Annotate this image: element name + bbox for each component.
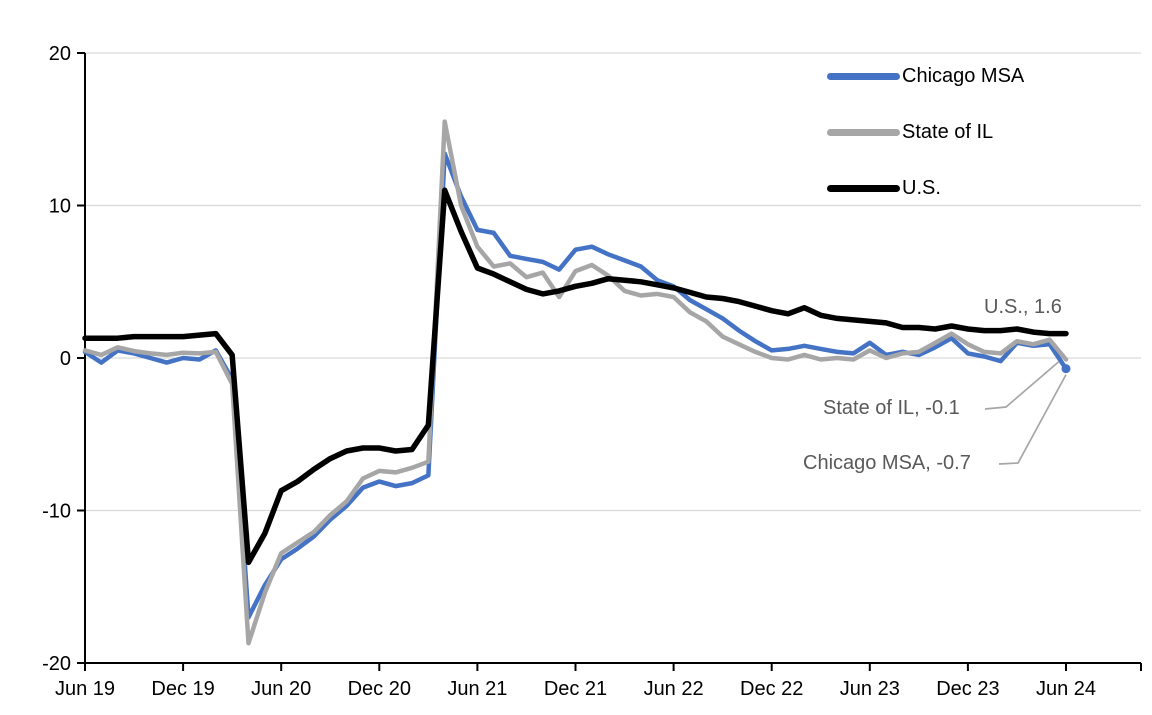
svg-text:-20: -20 [42, 653, 71, 675]
svg-text:Jun 20: Jun 20 [251, 678, 311, 700]
legend-label-us: U.S. [902, 176, 941, 199]
svg-text:Dec 23: Dec 23 [936, 678, 999, 700]
state-of-il-line-swatch [827, 128, 900, 136]
legend-item-chicago-msa: Chicago MSA [827, 62, 1024, 90]
svg-text:Jun 19: Jun 19 [55, 678, 115, 700]
svg-text:0: 0 [60, 348, 71, 370]
legend-label-state-of-il: State of IL [902, 120, 994, 143]
svg-text:-10: -10 [42, 501, 71, 523]
annotation-chicago-msa-end-value: Chicago MSA, -0.7 [803, 452, 971, 474]
annotation-us-end-value: U.S., 1.6 [984, 296, 1062, 318]
svg-text:Jun 23: Jun 23 [840, 678, 900, 700]
svg-text:10: 10 [49, 196, 71, 218]
legend: Chicago MSA State of IL U.S. [827, 62, 1024, 230]
svg-text:Jun 22: Jun 22 [644, 678, 704, 700]
legend-item-us: U.S. [827, 174, 1024, 202]
svg-text:Dec 20: Dec 20 [348, 678, 411, 700]
legend-item-state-of-il: State of IL [827, 118, 1024, 146]
svg-text:Dec 21: Dec 21 [544, 678, 607, 700]
annotation-state-of-il-end-value: State of IL, -0.1 [823, 397, 960, 419]
svg-text:Dec 22: Dec 22 [740, 678, 803, 700]
us-line-swatch [827, 184, 900, 192]
svg-text:Jun 24: Jun 24 [1036, 678, 1096, 700]
legend-label-chicago-msa: Chicago MSA [902, 64, 1025, 87]
svg-text:Dec 19: Dec 19 [151, 678, 214, 700]
chicago-msa-line-swatch [827, 72, 900, 80]
svg-text:20: 20 [49, 43, 71, 65]
svg-text:Jun 21: Jun 21 [447, 678, 507, 700]
